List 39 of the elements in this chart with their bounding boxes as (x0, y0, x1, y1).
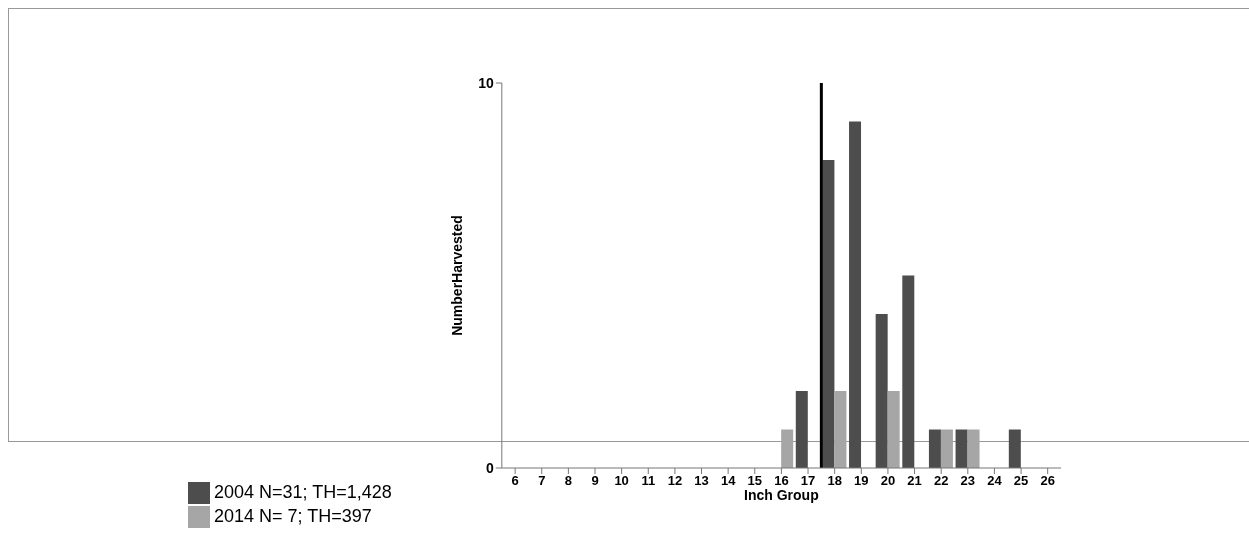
x-tick-label: 17 (800, 473, 816, 489)
x-tick-label: 6 (511, 473, 519, 489)
x-tick-label: 18 (827, 473, 842, 489)
x-tick-label: 21 (907, 473, 922, 489)
bar (887, 391, 900, 468)
x-tick-label: 26 (1040, 473, 1055, 489)
bar (849, 121, 862, 468)
bar (955, 429, 968, 468)
x-tick-label: 14 (720, 473, 737, 489)
y-tick-label: 0 (486, 459, 495, 476)
bar (834, 391, 847, 468)
bar (967, 429, 980, 468)
bar (1008, 429, 1021, 468)
x-tick-label: 8 (564, 473, 572, 489)
bar (928, 429, 941, 468)
x-tick-label: 24 (987, 473, 1003, 489)
x-tick-label: 19 (854, 473, 869, 489)
x-tick-label: 13 (694, 473, 709, 489)
x-tick-label: 9 (591, 473, 599, 489)
bar (795, 391, 808, 468)
x-tick-label: 12 (667, 473, 683, 489)
legend-label: 2004 N=31; TH=1,428 (214, 481, 392, 502)
bar (875, 314, 888, 468)
bar (822, 160, 835, 468)
legend-label: 2014 N= 7; TH=397 (214, 505, 372, 526)
x-tick-label: 15 (747, 473, 763, 489)
bar (781, 429, 794, 468)
x-tick-label: 16 (774, 473, 789, 489)
x-tick-label: 22 (933, 473, 949, 489)
x-tick-label: 23 (960, 473, 976, 489)
y-axis-title: NumberHarvested (448, 215, 465, 336)
x-tick-label: 11 (641, 473, 656, 489)
x-axis-title: Inch Group (744, 487, 819, 503)
x-tick-label: 25 (1013, 473, 1029, 489)
bar (902, 275, 915, 468)
x-tick-label: 20 (880, 473, 896, 489)
bar (940, 429, 953, 468)
x-tick-label: 10 (614, 473, 629, 489)
x-tick-label: 7 (538, 473, 546, 489)
